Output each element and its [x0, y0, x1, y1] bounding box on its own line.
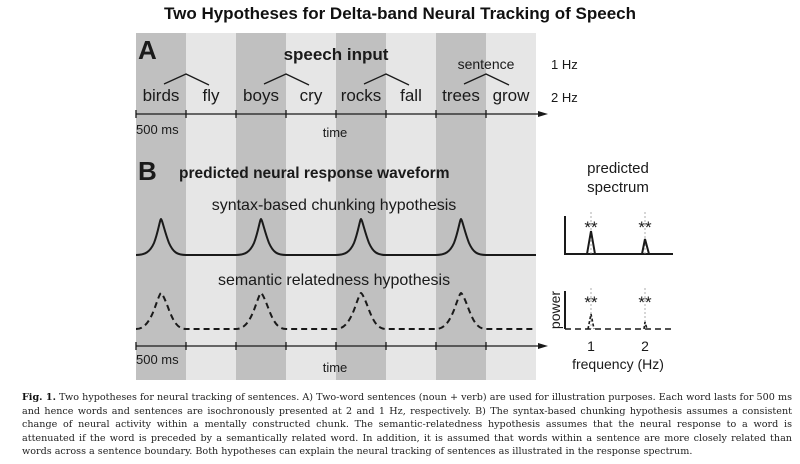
spectrum-title-line2: spectrum — [587, 179, 649, 196]
word: fly — [203, 86, 221, 105]
word: trees — [442, 86, 480, 105]
word: cry — [300, 86, 323, 105]
syntax-hypothesis-label: syntax-based chunking hypothesis — [212, 197, 457, 214]
word-row: birds fly boys cry rocks fall trees grow — [143, 86, 531, 105]
figure-graphic: A speech input sentence birds fly boys c… — [135, 33, 673, 380]
scale-label-b: 500 ms — [136, 352, 179, 367]
rate-label-2hz: 2 Hz — [551, 90, 578, 105]
rate-label-1hz: 1 Hz — [551, 57, 578, 72]
syntax-spectrum: ** ** — [564, 212, 673, 255]
spectrum-title-line1: predicted — [587, 160, 649, 177]
arrow-right-icon — [538, 343, 548, 349]
figure-caption: Fig. 1. Two hypotheses for neural tracki… — [22, 391, 792, 459]
speech-input-heading: speech input — [284, 45, 389, 64]
panel-a-label: A — [138, 35, 157, 65]
time-axis-a — [135, 110, 540, 118]
word: rocks — [341, 86, 382, 105]
semantic-waveform — [135, 291, 536, 330]
caption-text: Two hypotheses for neural tracking of se… — [22, 392, 792, 458]
word: boys — [243, 86, 279, 105]
significance-stars: ** — [638, 293, 652, 312]
sentence-label: sentence — [458, 56, 515, 72]
significance-stars: ** — [584, 218, 598, 237]
scale-label-a: 500 ms — [136, 122, 179, 137]
waveform-heading: predicted neural response waveform — [179, 165, 449, 182]
caption-label: Fig. 1. — [22, 392, 56, 403]
time-bands — [136, 33, 536, 380]
time-axis-b — [135, 342, 540, 350]
word: grow — [493, 86, 531, 105]
time-label-a: time — [323, 125, 348, 140]
semantic-spectrum: ** ** — [564, 288, 673, 330]
tick-1hz: 1 — [587, 338, 595, 354]
sentence-brackets — [163, 73, 510, 86]
significance-stars: ** — [584, 293, 598, 312]
time-label-b: time — [323, 360, 348, 375]
figure-title: Two Hypotheses for Delta-band Neural Tra… — [164, 4, 636, 23]
significance-stars: ** — [638, 218, 652, 237]
syntax-waveform — [135, 217, 536, 256]
semantic-hypothesis-label: semantic relatedness hypothesis — [218, 272, 450, 289]
word: birds — [143, 86, 180, 105]
panel-b-label: B — [138, 156, 157, 186]
tick-2hz: 2 — [641, 338, 649, 354]
power-axis-label: power — [547, 291, 563, 329]
frequency-axis-label: frequency (Hz) — [572, 356, 664, 372]
word: fall — [400, 86, 422, 105]
arrow-right-icon — [538, 111, 548, 117]
